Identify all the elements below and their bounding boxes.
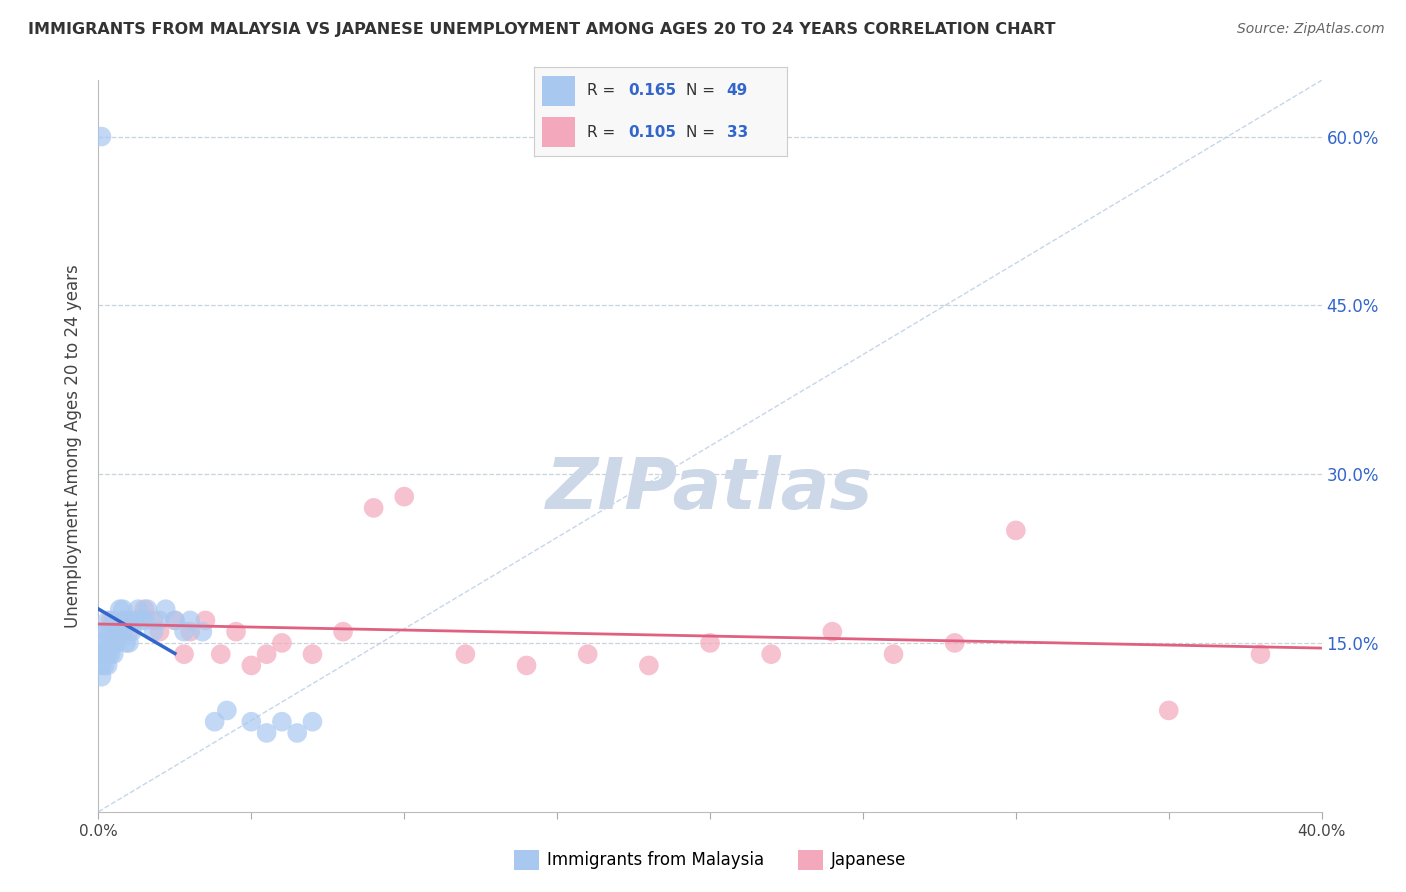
Text: Source: ZipAtlas.com: Source: ZipAtlas.com bbox=[1237, 22, 1385, 37]
Point bbox=[111, 602, 134, 616]
Point bbox=[100, 614, 122, 628]
Point bbox=[225, 624, 247, 639]
Point bbox=[943, 636, 966, 650]
Point bbox=[256, 647, 278, 661]
Point bbox=[100, 624, 122, 639]
Point bbox=[1157, 703, 1180, 717]
Point bbox=[173, 624, 195, 639]
Point bbox=[103, 614, 125, 628]
Point bbox=[97, 647, 120, 661]
Point bbox=[93, 647, 115, 661]
FancyBboxPatch shape bbox=[541, 76, 575, 106]
Text: R =: R = bbox=[588, 125, 620, 139]
Point bbox=[90, 636, 112, 650]
Point bbox=[118, 624, 141, 639]
Point bbox=[332, 624, 354, 639]
Text: R =: R = bbox=[588, 84, 620, 98]
Y-axis label: Unemployment Among Ages 20 to 24 years: Unemployment Among Ages 20 to 24 years bbox=[65, 264, 83, 628]
Text: N =: N = bbox=[686, 125, 720, 139]
Point bbox=[115, 636, 138, 650]
Point bbox=[105, 624, 128, 639]
Point bbox=[576, 647, 599, 661]
Point bbox=[883, 647, 905, 661]
Point bbox=[301, 714, 323, 729]
Point bbox=[97, 658, 120, 673]
Point bbox=[285, 726, 308, 740]
Point bbox=[100, 636, 122, 650]
Legend: Immigrants from Malaysia, Japanese: Immigrants from Malaysia, Japanese bbox=[508, 843, 912, 877]
Point bbox=[149, 614, 172, 628]
Point bbox=[134, 602, 156, 616]
Point bbox=[454, 647, 477, 661]
Point bbox=[97, 624, 120, 639]
Point bbox=[103, 636, 125, 650]
Point bbox=[118, 614, 141, 628]
Point bbox=[90, 658, 112, 673]
Text: 0.165: 0.165 bbox=[628, 84, 676, 98]
Point bbox=[121, 624, 143, 639]
Point bbox=[136, 602, 159, 616]
Point bbox=[93, 624, 115, 639]
Point bbox=[215, 703, 238, 717]
Point bbox=[149, 624, 172, 639]
Point bbox=[90, 647, 112, 661]
Point bbox=[392, 490, 416, 504]
Text: 33: 33 bbox=[727, 125, 748, 139]
FancyBboxPatch shape bbox=[541, 117, 575, 147]
Point bbox=[103, 647, 125, 661]
Text: ZIPatlas: ZIPatlas bbox=[547, 456, 873, 524]
Point bbox=[240, 714, 263, 729]
Point bbox=[90, 670, 112, 684]
Text: 49: 49 bbox=[727, 84, 748, 98]
Point bbox=[108, 624, 131, 639]
Point bbox=[240, 658, 263, 673]
Point bbox=[821, 624, 844, 639]
Point bbox=[256, 726, 278, 740]
Point bbox=[127, 602, 149, 616]
Text: IMMIGRANTS FROM MALAYSIA VS JAPANESE UNEMPLOYMENT AMONG AGES 20 TO 24 YEARS CORR: IMMIGRANTS FROM MALAYSIA VS JAPANESE UNE… bbox=[28, 22, 1056, 37]
Point bbox=[270, 636, 292, 650]
Point bbox=[134, 614, 156, 628]
Point bbox=[363, 500, 385, 515]
Point bbox=[115, 614, 138, 628]
Point bbox=[1004, 524, 1026, 538]
Point bbox=[699, 636, 721, 650]
Point bbox=[142, 614, 165, 628]
Point bbox=[194, 614, 217, 628]
Point bbox=[100, 647, 122, 661]
Point bbox=[90, 129, 112, 144]
Point bbox=[93, 658, 115, 673]
Point bbox=[204, 714, 226, 729]
Point bbox=[124, 614, 146, 628]
Text: N =: N = bbox=[686, 84, 720, 98]
Point bbox=[163, 614, 186, 628]
Text: 0.105: 0.105 bbox=[628, 125, 676, 139]
Point bbox=[759, 647, 782, 661]
Point bbox=[173, 647, 195, 661]
Point bbox=[179, 614, 201, 628]
Point bbox=[129, 614, 152, 628]
Point bbox=[124, 614, 146, 628]
Point bbox=[301, 647, 323, 661]
Point bbox=[111, 614, 134, 628]
Point bbox=[155, 602, 177, 616]
Point bbox=[142, 624, 165, 639]
Point bbox=[637, 658, 661, 673]
Point bbox=[105, 636, 128, 650]
Point bbox=[105, 624, 128, 639]
Point bbox=[191, 624, 214, 639]
Point bbox=[270, 714, 292, 729]
Point bbox=[1249, 647, 1271, 661]
Point bbox=[97, 614, 120, 628]
Point bbox=[93, 636, 115, 650]
Point bbox=[163, 614, 186, 628]
Point bbox=[111, 624, 134, 639]
Point bbox=[516, 658, 538, 673]
Point bbox=[179, 624, 201, 639]
Point bbox=[209, 647, 232, 661]
Point bbox=[118, 636, 141, 650]
Point bbox=[108, 602, 131, 616]
